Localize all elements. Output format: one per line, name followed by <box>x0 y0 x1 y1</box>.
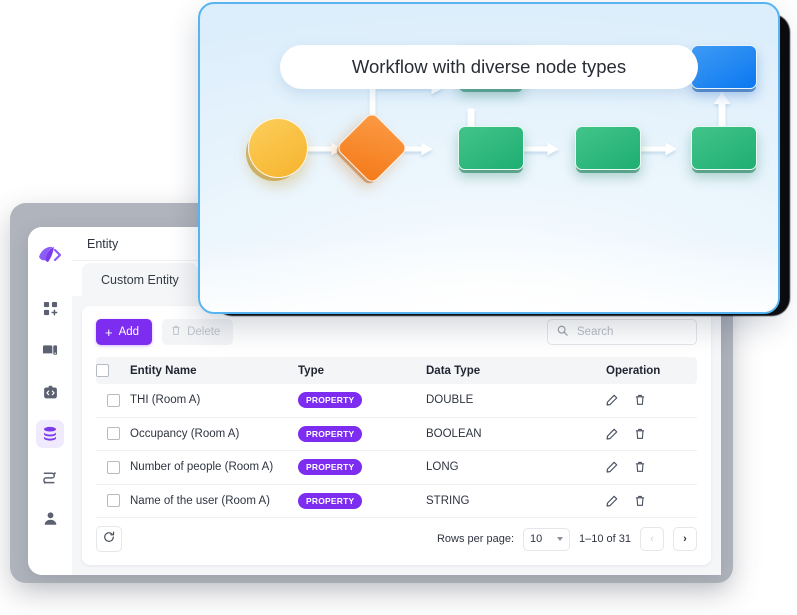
table-row[interactable]: Number of people (Room A) PROPERTY LONG <box>96 450 697 485</box>
select-all-checkbox[interactable] <box>96 364 109 377</box>
add-button[interactable]: + Add <box>96 319 153 345</box>
table-header-row: Entity Name Type Data Type Operation <box>96 357 697 384</box>
refresh-button[interactable] <box>96 526 122 552</box>
prev-page-button[interactable]: ‹ <box>640 527 664 551</box>
tab-custom-entity[interactable]: Custom Entity <box>82 263 198 297</box>
refresh-icon <box>103 530 115 548</box>
chevron-down-icon <box>557 537 563 541</box>
plus-icon: + <box>105 324 113 340</box>
status-badge: PROPERTY <box>298 459 363 476</box>
cell-entity-name: Occupancy (Room A) <box>130 417 298 451</box>
sidebar-item-dashboard[interactable] <box>36 294 64 322</box>
cell-data-type: DOUBLE <box>426 384 606 418</box>
end-blue-node[interactable] <box>691 45 757 89</box>
flow-icon <box>42 469 58 484</box>
select-all-header <box>96 357 130 384</box>
entity-table: Entity Name Type Data Type Operation THI… <box>96 357 697 518</box>
table-row[interactable]: Name of the user (Room A) PROPERTY STRIN… <box>96 484 697 518</box>
row-select-cell <box>96 450 130 485</box>
delete-button-label: Delete <box>187 326 221 338</box>
pagination: Rows per page: 10 1–10 of 31 ‹ › <box>437 527 697 551</box>
table-body: THI (Room A) PROPERTY DOUBLE <box>96 384 697 518</box>
trash-icon[interactable] <box>634 495 646 507</box>
table-row[interactable]: THI (Room A) PROPERTY DOUBLE <box>96 384 697 418</box>
step-green-node-1[interactable] <box>458 126 524 170</box>
column-header-data-type: Data Type <box>426 357 606 384</box>
cell-type: PROPERTY <box>298 384 426 418</box>
main-column: Entity Custom Entity + Add <box>72 227 721 575</box>
search-box[interactable] <box>547 319 697 345</box>
step-green-node-2[interactable] <box>575 126 641 170</box>
column-header-type: Type <box>298 357 426 384</box>
row-select-cell <box>96 417 130 451</box>
row-checkbox[interactable] <box>106 494 120 508</box>
row-select-cell <box>96 384 130 418</box>
column-header-entity-name: Entity Name <box>130 357 298 384</box>
table-footer: Rows per page: 10 1–10 of 31 ‹ › <box>96 525 697 553</box>
diagram-title-pill: Workflow with diverse node types <box>280 45 698 89</box>
rows-per-page-label: Rows per page: <box>436 533 514 545</box>
cell-data-type: BOOLEAN <box>426 417 606 451</box>
pencil-icon[interactable] <box>606 495 618 507</box>
sidebar-item-devices[interactable] <box>36 336 64 364</box>
cell-entity-name: Number of people (Room A) <box>130 450 298 485</box>
grid-plus-icon <box>43 301 58 316</box>
trash-icon[interactable] <box>634 461 646 473</box>
status-badge: PROPERTY <box>298 425 363 442</box>
cell-operation <box>606 450 697 485</box>
column-header-operation: Operation <box>606 357 697 384</box>
entity-card: + Add Delete <box>82 306 711 565</box>
pencil-icon[interactable] <box>606 428 618 440</box>
diagram-title: Workflow with diverse node types <box>351 56 627 77</box>
cell-type: PROPERTY <box>298 450 426 485</box>
cell-entity-name: THI (Room A) <box>130 384 298 418</box>
status-badge: PROPERTY <box>298 492 363 509</box>
sidebar-item-workflow[interactable] <box>36 462 64 490</box>
table-toolbar: + Add Delete <box>96 316 697 348</box>
code-box-icon <box>43 385 58 400</box>
search-input[interactable] <box>575 325 687 339</box>
next-page-button[interactable]: › <box>673 527 697 551</box>
sidebar-item-code[interactable] <box>36 378 64 406</box>
cell-data-type: STRING <box>426 484 606 518</box>
cell-entity-name: Name of the user (Room A) <box>130 484 298 518</box>
app-logo-icon[interactable] <box>35 242 65 268</box>
trash-icon[interactable] <box>634 394 646 406</box>
diagram-card: Workflow with diverse node types <box>198 2 780 314</box>
tab-label: Custom Entity <box>101 273 179 287</box>
row-checkbox[interactable] <box>106 393 120 407</box>
pencil-icon[interactable] <box>606 394 618 406</box>
search-icon <box>557 323 568 341</box>
start-circle-node[interactable] <box>248 118 308 178</box>
delete-button[interactable]: Delete <box>162 319 234 345</box>
table-header: Entity Name Type Data Type Operation <box>96 357 697 384</box>
step-green-node-3[interactable] <box>691 126 757 170</box>
page-title: Entity <box>87 236 119 251</box>
sidebar-item-entity[interactable] <box>36 420 64 448</box>
cell-operation <box>606 384 697 418</box>
pagination-range: 1–10 of 31 <box>579 533 631 545</box>
status-badge: PROPERTY <box>298 392 363 409</box>
sidebar <box>28 227 73 575</box>
user-icon <box>43 511 58 526</box>
cell-type: PROPERTY <box>298 484 426 518</box>
content-surface: + Add Delete <box>72 296 721 575</box>
rows-per-page-value: 10 <box>530 533 543 545</box>
cell-operation <box>606 484 697 518</box>
add-button-label: Add <box>118 326 140 338</box>
database-icon <box>42 426 58 442</box>
pencil-icon[interactable] <box>606 461 618 473</box>
row-checkbox[interactable] <box>106 460 120 474</box>
device-icon <box>42 343 58 358</box>
cell-type: PROPERTY <box>298 417 426 451</box>
row-checkbox[interactable] <box>106 427 120 441</box>
rows-per-page-select[interactable]: 10 <box>523 527 570 551</box>
cell-data-type: LONG <box>426 450 606 485</box>
trash-icon[interactable] <box>634 428 646 440</box>
trash-icon <box>171 325 181 339</box>
row-select-cell <box>96 484 130 518</box>
table-row[interactable]: Occupancy (Room A) PROPERTY BOOLEAN <box>96 417 697 451</box>
sidebar-item-user[interactable] <box>36 504 64 532</box>
cell-operation <box>606 417 697 451</box>
